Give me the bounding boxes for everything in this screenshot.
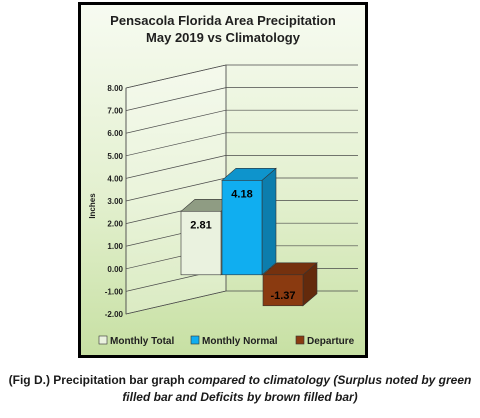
legend-entry-departure: Departure [295, 335, 355, 347]
legend-swatch [98, 335, 108, 345]
bar-front-face [221, 180, 263, 276]
gridline-diagonal [125, 109, 227, 134]
chart-title-line-1: Pensacola Florida Area Precipitation [110, 13, 336, 28]
caption-text: (Fig D.) Precipitation bar graph [8, 373, 188, 387]
caption-italic-text: compared to climatology (Surplus noted b… [122, 373, 472, 404]
bar-front-face [262, 274, 304, 307]
y-tick-label: 3.00 [107, 197, 123, 206]
bar-monthly-normal: 4.18 [221, 167, 277, 276]
y-tick-label: 7.00 [107, 107, 123, 116]
legend-label: Departure [307, 336, 355, 347]
bar-departure: -1.37 [262, 262, 318, 307]
bar-side-face [261, 167, 277, 276]
legend-entry-monthly-total: Monthly Total [98, 335, 174, 347]
bars: 2.81 4.18 -1.37 [180, 167, 318, 307]
gridline-diagonal [125, 290, 227, 315]
gridline-diagonal [125, 64, 227, 89]
gridline-diagonal [125, 177, 227, 202]
chart-title-line-2: May 2019 vs Climatology [146, 30, 301, 45]
bar-data-label: 2.81 [190, 219, 211, 231]
y-tick-label: 4.00 [107, 174, 123, 183]
gridline-diagonal [125, 87, 227, 111]
gridline-diagonal [125, 132, 227, 157]
bar-front-face [180, 210, 222, 276]
bar-data-label: 4.18 [231, 188, 252, 200]
legend-label: Monthly Normal [202, 336, 278, 347]
bar-data-label: -1.37 [270, 290, 295, 302]
chart-title: Pensacola Florida Area Precipitation May… [110, 13, 336, 45]
legend-label: Monthly Total [110, 336, 174, 347]
legend-swatch [190, 335, 200, 345]
y-tick-label: -2.00 [105, 310, 124, 319]
y-tick-label: 8.00 [107, 84, 123, 93]
y-tick-label: -1.00 [105, 287, 124, 296]
legend: Monthly Total Monthly Normal Departure [98, 335, 355, 347]
legend-entry-monthly-normal: Monthly Normal [190, 335, 278, 347]
y-axis-label: Inches [88, 193, 97, 219]
legend-swatch [295, 335, 305, 345]
precipitation-bar-chart: Pensacola Florida Area Precipitation May… [88, 13, 358, 347]
chart-frame: Pensacola Florida Area Precipitation May… [78, 2, 368, 358]
y-tick-label: 0.00 [107, 265, 123, 274]
figure-caption: (Fig D.) Precipitation bar graph compare… [0, 372, 480, 406]
y-tick-label: 6.00 [107, 129, 123, 138]
gridline-diagonal [125, 155, 227, 179]
y-tick-label: 1.00 [107, 242, 123, 251]
y-tick-label: 5.00 [107, 152, 123, 161]
y-tick-label: 2.00 [107, 220, 123, 229]
y-axis-ticks: 8.00 7.00 6.00 5.00 4.00 3.00 2.00 1.00 0.00 -1.0… [105, 84, 124, 319]
